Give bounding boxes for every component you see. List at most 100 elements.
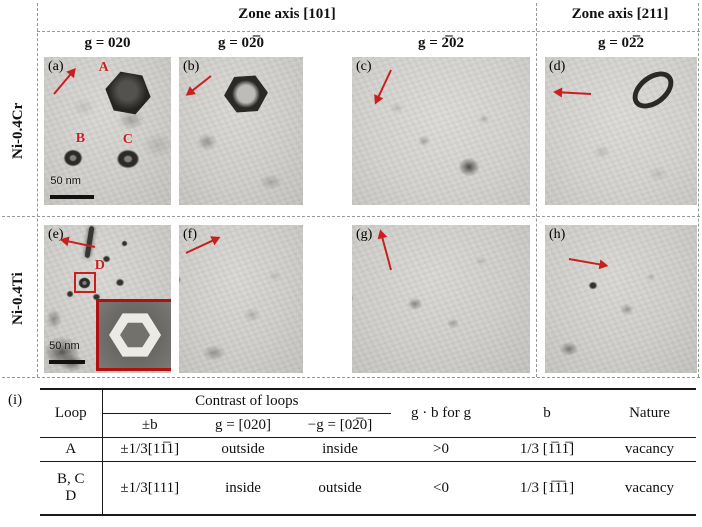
zone-axis-211-title: Zone axis [211]	[571, 6, 669, 22]
pm-b-cell: ±1/3[11̅1]	[102, 437, 197, 462]
g-dot-b-cell: >0	[391, 437, 491, 462]
g-direction-arrow	[569, 257, 601, 266]
material-label-ni04cr: Ni-0.4Cr	[10, 102, 26, 160]
loop-contrast-blob	[193, 131, 220, 153]
scale-bar	[49, 359, 86, 364]
panel-label-f: (f)	[183, 227, 197, 242]
dislocation-arc	[352, 272, 482, 373]
col-header-contrast-group: Contrast of loops	[102, 389, 391, 414]
panel-label-h: (h)	[549, 227, 566, 242]
marker-B: B	[75, 131, 86, 146]
loop-id-cell: A	[40, 437, 103, 462]
loop-dot	[121, 239, 129, 247]
scale-bar-label: 50 nm	[49, 340, 80, 353]
table-row-bcd: B, C D ±1/3[111] inside outside <0 1/3 […	[40, 461, 696, 515]
col-header-g-020: g = [020]	[197, 413, 289, 438]
panel-label-g: (g)	[356, 227, 373, 242]
panel-label-d: (d)	[549, 59, 566, 74]
panel-label-b: (b)	[183, 59, 200, 74]
loop-id-line2: D	[65, 488, 77, 504]
dashed-divider-top	[37, 31, 700, 32]
g-direction-arrow	[191, 74, 212, 92]
tem-panel-h: (h)	[545, 225, 697, 373]
dislocation-line-blob	[84, 226, 95, 259]
tem-panel-f: (f)	[179, 225, 303, 373]
table-row-a: A ±1/3[11̅1] outside inside >0 1/3 [1̅11…	[40, 437, 696, 462]
zone-axis-101-title: Zone axis [101]	[238, 6, 336, 22]
tem-panel-g: (g)	[352, 225, 530, 373]
nature-cell: vacancy	[624, 479, 675, 496]
noise-smudge	[645, 272, 658, 283]
scale-bar-label: 50 nm	[50, 175, 81, 188]
g-direction-arrow	[560, 90, 591, 95]
loop-id-cell: B, C D	[40, 461, 103, 515]
loop-contrast-blob	[241, 306, 263, 325]
dashed-divider-left	[37, 3, 38, 377]
loop-contrast-blob	[444, 316, 461, 330]
dashed-divider-middle	[2, 216, 700, 217]
tem-panel-c: (c)	[352, 57, 530, 205]
g-neg-contrast-cell: outside	[318, 479, 362, 496]
frank-loop-outline-blob	[222, 73, 269, 114]
noise-smudge	[255, 172, 286, 193]
loop-analysis-table: Loop Contrast of loops g · b for g b Nat…	[40, 388, 696, 516]
region-of-interest-box	[74, 272, 97, 294]
tem-panel-b: (b)	[179, 57, 303, 205]
burgers-vector-cell: 1/3 [1̅1̅1]	[519, 479, 575, 496]
g-label-0-2bar-2: g = 02̅2	[597, 35, 645, 51]
loop-dot	[115, 278, 126, 288]
g-direction-arrow	[377, 69, 393, 98]
dislocation-tangle-blob	[557, 340, 582, 359]
marker-D: D	[94, 257, 105, 273]
dislocation-arc	[545, 284, 667, 373]
loop-contrast-blob	[455, 154, 484, 179]
g-direction-arrow	[381, 237, 393, 271]
noise-smudge	[69, 95, 100, 120]
g-pos-contrast-cell: outside	[197, 437, 289, 462]
panel-label-a: (a)	[48, 59, 64, 74]
material-label-ni04ti: Ni-0.4Ti	[10, 272, 26, 326]
noise-smudge	[645, 163, 672, 184]
dashed-divider-right	[698, 3, 699, 377]
nature-cell: vacancy	[603, 437, 696, 462]
loop-dot	[587, 281, 598, 291]
scale-bar	[50, 194, 95, 199]
col-header-g-dot-b: g · b for g	[391, 389, 491, 438]
edge-on-loop-blob	[625, 63, 681, 116]
loop-dot	[102, 254, 112, 263]
g-label-020: g = 020	[84, 35, 131, 51]
loop-dot	[92, 293, 102, 302]
g-neg-contrast-cell: inside	[289, 437, 391, 462]
loop-contrast-blob	[405, 296, 426, 313]
col-header-loop: Loop	[40, 389, 103, 438]
loop-contrast-blob	[416, 133, 433, 148]
burgers-vector-cell: 1/3 [1̅11̅]	[491, 437, 603, 462]
panel-label-c: (c)	[356, 59, 372, 74]
col-header-b: b	[491, 389, 603, 438]
col-header-neg-g-020: −g = [02̅0]	[289, 413, 391, 438]
noise-smudge	[473, 254, 490, 267]
magnified-inset	[96, 299, 171, 371]
frank-loop-c-blob	[116, 148, 141, 169]
dashed-divider-zone	[536, 3, 537, 377]
loop-dot	[65, 290, 74, 299]
dislocation-tangle-blob	[198, 343, 229, 364]
frank-loop-b-blob	[63, 148, 84, 167]
table-index-label: (i)	[8, 392, 23, 408]
tem-panel-e: (e) D 50 nm	[44, 225, 171, 373]
col-header-nature: Nature	[603, 389, 696, 438]
noise-smudge	[590, 142, 613, 161]
g-dot-b-cell: <0	[433, 479, 449, 496]
g-pos-contrast-cell: inside	[225, 479, 261, 496]
loop-contrast-blob	[617, 301, 636, 317]
noise-smudge	[137, 128, 171, 163]
loop-id-line1: B, C	[56, 471, 85, 487]
col-header-pm-b: ±b	[102, 413, 197, 438]
tem-panel-d: (d)	[545, 57, 697, 205]
noise-smudge	[476, 113, 491, 126]
g-label-2bar-02: g = 2̅02	[417, 35, 465, 51]
noise-smudge	[265, 269, 284, 284]
marker-A: A	[98, 59, 109, 75]
marker-C: C	[122, 132, 133, 148]
